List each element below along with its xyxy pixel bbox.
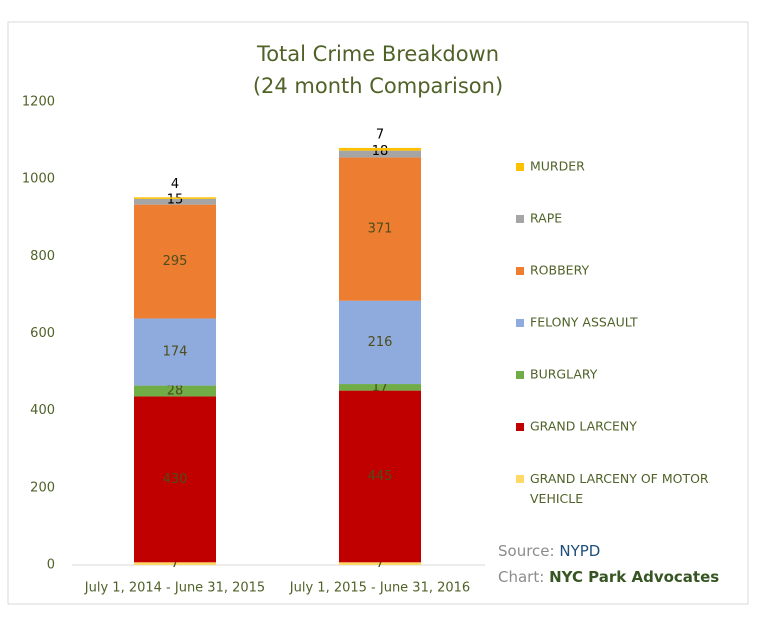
- data-label: 7: [376, 127, 384, 142]
- x-tick-label: July 1, 2015 - June 31, 2016: [289, 581, 470, 596]
- y-tick-label: 0: [47, 558, 55, 573]
- bar-segment: [134, 318, 216, 386]
- legend-label: RAPE: [530, 211, 562, 226]
- legend-label: MURDER: [530, 159, 585, 174]
- credit-label: Chart:: [498, 568, 544, 586]
- data-label: 295: [163, 254, 188, 269]
- data-label: 15: [167, 192, 184, 207]
- y-tick-label: 600: [30, 326, 55, 341]
- source-label: Source:: [498, 542, 555, 560]
- bar-segment: [339, 150, 421, 158]
- bar-segment: [339, 147, 421, 151]
- bar-segment: [134, 197, 216, 199]
- bar-segment: [339, 300, 421, 385]
- legend-marker: [516, 215, 524, 223]
- credit: Chart: NYC Park Advocates: [498, 568, 719, 586]
- y-tick-label: 200: [30, 480, 55, 495]
- data-label: 216: [368, 335, 393, 350]
- chart-title: Total Crime Breakdown: [256, 42, 499, 66]
- legend-marker: [516, 163, 524, 171]
- legend-marker: [516, 267, 524, 275]
- bar-segment: [339, 562, 421, 565]
- data-label: 445: [368, 469, 393, 484]
- legend-label: GRAND LARCENY OF MOTOR VEHICLE: [530, 471, 709, 506]
- legend-marker: [516, 423, 524, 431]
- bar-segment: [134, 204, 216, 319]
- data-label: 174: [163, 345, 188, 360]
- bar-segment: [339, 157, 421, 301]
- legend-label: ROBBERY: [530, 263, 589, 278]
- x-tick-label: July 1, 2014 - June 31, 2015: [84, 581, 265, 596]
- source: Source: NYPD: [498, 542, 600, 560]
- chart-subtitle: (24 month Comparison): [253, 74, 503, 98]
- bar-segment: [339, 390, 421, 563]
- bar-segment: [134, 396, 216, 563]
- legend-label: BURGLARY: [530, 367, 598, 382]
- data-label: 430: [163, 472, 188, 487]
- data-label: 371: [368, 222, 393, 237]
- legend-marker: [516, 371, 524, 379]
- bar-segment: [134, 198, 216, 205]
- data-label: 4: [171, 177, 179, 192]
- legend-marker: [516, 475, 524, 483]
- source-value: NYPD: [559, 542, 600, 560]
- bar-segment: [134, 385, 216, 397]
- y-tick-label: 800: [30, 249, 55, 264]
- y-tick-label: 400: [30, 403, 55, 418]
- credit-value: NYC Park Advocates: [549, 568, 719, 586]
- y-tick-label: 1000: [22, 172, 55, 187]
- data-label: 18: [372, 144, 389, 159]
- legend-label: GRAND LARCENY: [530, 419, 637, 434]
- data-label: 7: [171, 556, 179, 571]
- y-tick-label: 1200: [22, 95, 55, 110]
- legend-label: FELONY ASSAULT: [530, 315, 638, 330]
- bar-segment: [339, 384, 421, 391]
- data-label: 28: [167, 383, 184, 398]
- legend-marker: [516, 319, 524, 327]
- bar-segment: [134, 562, 216, 565]
- data-label: 7: [376, 556, 384, 571]
